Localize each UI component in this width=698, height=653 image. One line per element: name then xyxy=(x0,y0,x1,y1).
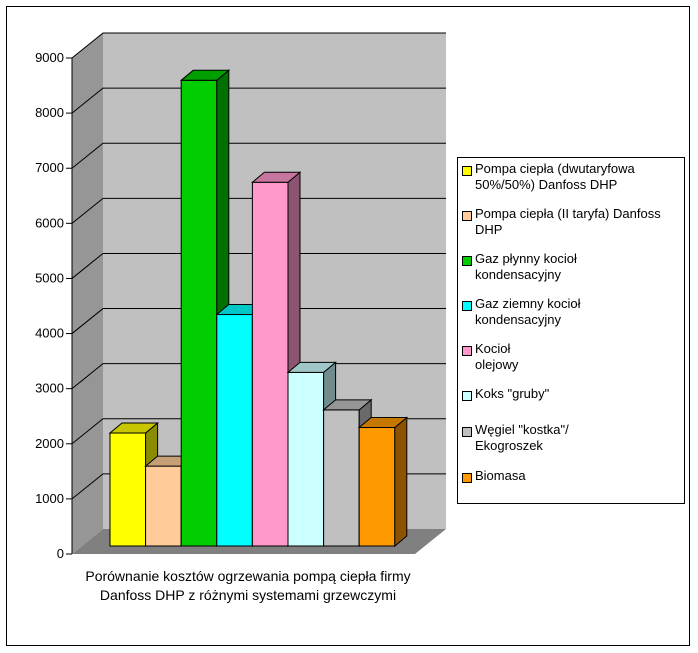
bar-top xyxy=(357,417,409,429)
bar-side xyxy=(394,416,408,548)
y-axis: 0 1000 2000 3000 4000 5000 6000 7000 8000 9000 xyxy=(35,50,73,561)
bar-front xyxy=(287,371,325,547)
legend: Pompa ciepła (dwutaryfowa 50%/50%) Danfo… xyxy=(457,157,685,504)
legend-label: Gaz ziemny kocioł kondensacyjny xyxy=(475,296,581,327)
legend-swatch xyxy=(462,301,472,311)
bar-front xyxy=(180,79,218,547)
y-tick-label: 0 xyxy=(57,546,64,561)
chart-side-wall xyxy=(72,33,103,554)
bar-front xyxy=(251,181,289,547)
bar xyxy=(357,416,409,548)
y-tick-label: 6000 xyxy=(35,215,64,230)
legend-swatch xyxy=(462,391,472,401)
bar-front xyxy=(323,409,360,547)
legend-swatch xyxy=(462,346,472,356)
bar-top xyxy=(108,422,159,434)
legend-label: Pompa ciepła (dwutaryfowa 50%/50%) Danfo… xyxy=(475,161,635,192)
bar-front xyxy=(109,432,147,547)
y-tick-label: 3000 xyxy=(35,381,64,396)
y-tick-label: 4000 xyxy=(35,326,64,341)
legend-swatch xyxy=(462,211,472,221)
bars xyxy=(108,69,409,548)
legend-label: Pompa ciepła (II taryfa) Danfoss DHP xyxy=(475,206,661,237)
bar-top xyxy=(322,399,373,411)
gridline xyxy=(71,142,446,169)
bar-top xyxy=(286,361,337,373)
legend-label: Węgiel "kostka"/ Ekogroszek xyxy=(475,422,569,453)
legend-swatch xyxy=(462,166,472,176)
legend-label: Biomasa xyxy=(475,468,526,483)
y-tick-label: 1000 xyxy=(35,491,64,506)
legend-label: Koks "gruby" xyxy=(475,386,550,401)
legend-swatch xyxy=(462,256,472,266)
bar-top xyxy=(251,171,302,183)
gridline xyxy=(71,252,446,279)
x-axis-label: Porównanie kosztów ogrzewania pompą ciep… xyxy=(85,568,411,603)
gridline xyxy=(71,308,446,334)
gridline xyxy=(71,197,446,224)
bar-front xyxy=(145,465,182,547)
y-tick-label: 5000 xyxy=(35,270,64,285)
bar-front xyxy=(216,314,253,547)
y-tick-label: 2000 xyxy=(35,436,64,451)
bar-front xyxy=(358,427,396,547)
y-tick-label: 7000 xyxy=(35,160,64,175)
legend-label: Kocioł olejowy xyxy=(475,341,519,372)
bar xyxy=(179,69,231,548)
y-tick-label: 9000 xyxy=(35,50,64,65)
gridline xyxy=(71,32,446,59)
y-tick-label: 8000 xyxy=(35,105,64,120)
legend-swatch xyxy=(462,473,472,483)
legend-label: Gaz płynny kocioł kondensacyjny xyxy=(475,251,577,282)
legend-swatch xyxy=(462,427,472,437)
bar-top xyxy=(179,69,231,81)
gridline xyxy=(71,87,446,114)
